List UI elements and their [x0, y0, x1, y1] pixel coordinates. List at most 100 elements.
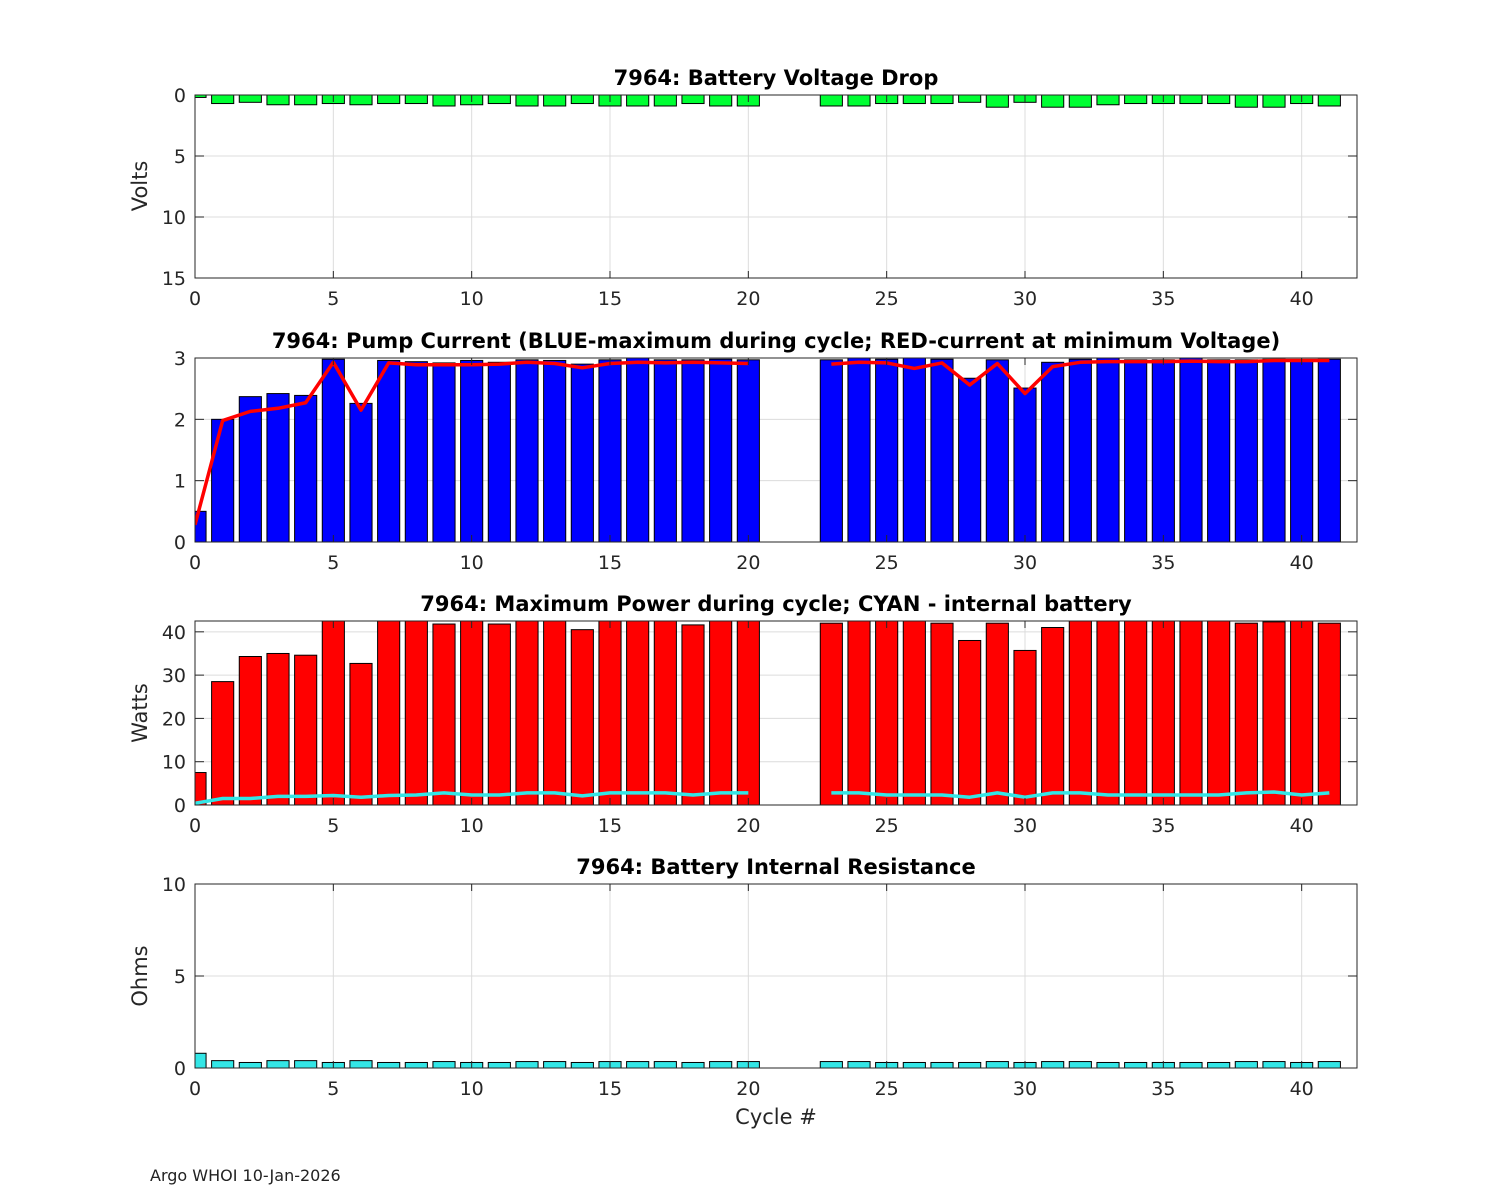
bar — [404, 361, 428, 542]
bar — [1096, 1061, 1120, 1068]
bar — [1234, 95, 1258, 108]
bar — [1207, 1061, 1231, 1068]
x-tick-label: 35 — [1151, 552, 1175, 574]
bar — [1096, 358, 1120, 542]
y-axis-label: Volts — [128, 161, 152, 212]
bar — [543, 95, 567, 107]
bar — [902, 1061, 926, 1068]
bar — [1262, 358, 1286, 542]
bar — [570, 1061, 594, 1068]
bar — [1317, 358, 1341, 542]
series-line — [195, 791, 749, 805]
bar — [1124, 1061, 1148, 1068]
bar — [653, 1061, 677, 1068]
bar — [570, 629, 594, 805]
x-tick-label: 40 — [1290, 552, 1314, 574]
bar — [321, 358, 345, 542]
bar — [349, 402, 373, 542]
bar — [681, 359, 705, 542]
series-line — [831, 358, 1330, 396]
bar — [377, 1061, 401, 1068]
y-axis-label: Ohms — [128, 945, 152, 1006]
x-tick-label: 10 — [460, 815, 484, 837]
bar — [709, 95, 733, 107]
bar — [1041, 95, 1065, 108]
y-tick-label: 0 — [174, 1058, 186, 1080]
bar — [1262, 621, 1286, 805]
x-tick-label: 20 — [736, 552, 760, 574]
x-tick-label: 0 — [189, 552, 201, 574]
bar — [1317, 1061, 1341, 1068]
bar — [432, 1061, 456, 1068]
bar — [1179, 358, 1203, 542]
bar — [432, 362, 456, 542]
bar — [1041, 1061, 1065, 1068]
bar — [1068, 95, 1092, 108]
y-tick-label: 20 — [162, 708, 186, 730]
bar — [847, 95, 871, 107]
y-tick-label: 5 — [174, 146, 186, 168]
bar — [515, 621, 539, 805]
bar — [1124, 95, 1148, 105]
bar — [266, 393, 290, 542]
x-tick-label: 30 — [1013, 1078, 1037, 1100]
footer-credit: Argo WHOI 10-Jan-2026 — [150, 1166, 341, 1185]
bar — [847, 621, 871, 805]
voltage-drop-panel: 0 5 10 15 20 25 30 35 40 0 5 10 15 7964: Battery Vol… — [128, 66, 1358, 310]
bar — [487, 95, 511, 105]
bar — [1068, 621, 1092, 805]
bar — [1068, 358, 1092, 542]
bar — [875, 621, 899, 805]
bar — [211, 95, 235, 105]
bar — [1013, 387, 1037, 542]
x-tick-label: 15 — [598, 288, 622, 310]
bar — [238, 656, 262, 805]
bar — [958, 639, 982, 805]
x-tick-label: 35 — [1151, 288, 1175, 310]
bar — [653, 621, 677, 805]
bar — [377, 359, 401, 542]
bar — [902, 621, 926, 805]
bar — [626, 95, 650, 107]
bar — [432, 623, 456, 805]
bar — [653, 95, 677, 107]
bar — [543, 1061, 567, 1068]
bar — [460, 359, 484, 542]
x-tick-label: 15 — [598, 1078, 622, 1100]
bar — [432, 95, 456, 107]
bar — [1041, 361, 1065, 542]
x-tick-label: 40 — [1290, 815, 1314, 837]
bar — [709, 621, 733, 805]
series-line — [831, 790, 1330, 799]
bar — [819, 1061, 843, 1068]
bar — [985, 622, 1009, 805]
bar — [626, 1061, 650, 1068]
axes-frame — [194, 94, 1358, 279]
bar — [930, 622, 954, 805]
bar — [653, 359, 677, 542]
bar — [1234, 1061, 1258, 1068]
bar — [930, 95, 954, 105]
bar — [515, 95, 539, 107]
y-tick-label: 2 — [174, 409, 186, 431]
bar — [1124, 359, 1148, 542]
chart-title: 7964: Pump Current (BLUE-maximum during … — [272, 329, 1280, 353]
x-tick-label: 35 — [1151, 815, 1175, 837]
bar — [1096, 621, 1120, 805]
y-tick-label: 0 — [174, 85, 186, 107]
bar — [1207, 359, 1231, 542]
axes-frame — [194, 357, 1358, 543]
x-tick-label: 40 — [1290, 1078, 1314, 1100]
bar — [902, 95, 926, 105]
bar — [1234, 622, 1258, 805]
bar — [1068, 1061, 1092, 1068]
bar — [211, 1060, 235, 1068]
bar — [1179, 95, 1203, 105]
y-tick-label: 10 — [162, 874, 186, 896]
bar — [377, 95, 401, 105]
bar — [1290, 621, 1314, 805]
bar — [294, 394, 318, 542]
x-tick-label: 15 — [598, 552, 622, 574]
bar — [847, 1061, 871, 1068]
